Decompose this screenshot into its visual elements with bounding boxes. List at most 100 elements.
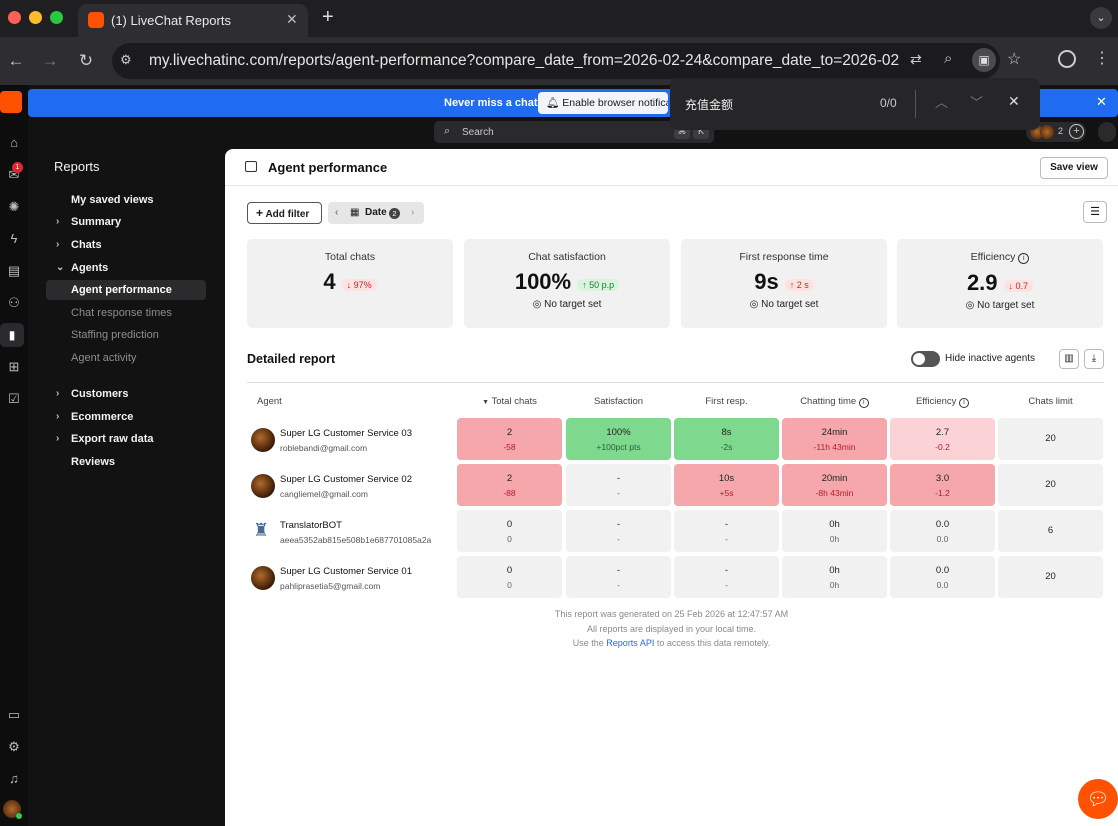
date-filter[interactable]: ‹ ▦ Date 2 › bbox=[328, 202, 424, 224]
chevron-right-icon: › bbox=[56, 388, 60, 399]
nav-export-raw-data[interactable]: › Export raw data bbox=[46, 429, 206, 449]
close-tab-icon[interactable]: ✕ bbox=[286, 11, 298, 27]
url-text: my.livechatinc.com/reports/agent-perform… bbox=[149, 52, 899, 69]
translate-icon[interactable]: ⇄ bbox=[910, 51, 922, 67]
tab-search-icon[interactable]: ⌄ bbox=[1090, 7, 1112, 29]
column-header-chatting-time[interactable]: Chatting time i bbox=[782, 396, 887, 408]
bookmark-star-icon[interactable]: ☆ bbox=[1007, 51, 1022, 68]
archives-icon[interactable]: ▤ bbox=[7, 263, 21, 278]
nav-reviews[interactable]: Reviews bbox=[46, 452, 206, 472]
info-icon[interactable]: i bbox=[858, 398, 869, 408]
forward-button[interactable]: → bbox=[41, 51, 59, 70]
reports-icon[interactable]: ▮ bbox=[0, 323, 24, 347]
browser-menu-icon[interactable]: ⋮ bbox=[1094, 50, 1110, 67]
column-header-satisfaction[interactable]: Satisfaction bbox=[593, 396, 644, 407]
engage-icon[interactable]: ✺ bbox=[8, 199, 20, 214]
agent-avatar bbox=[251, 428, 275, 452]
hide-inactive-toggle[interactable] bbox=[911, 351, 940, 367]
find-next-icon[interactable]: ﹀ bbox=[970, 95, 984, 110]
close-window-button[interactable] bbox=[8, 11, 21, 24]
banner-close-icon[interactable]: ✕ bbox=[1096, 94, 1107, 109]
nav-label: Export raw data bbox=[71, 433, 154, 445]
metric-delta: 2 s bbox=[796, 279, 809, 290]
chevron-right-icon: › bbox=[56, 216, 60, 227]
metric-target[interactable]: ◎ No target set bbox=[464, 299, 670, 310]
new-tab-button[interactable]: + bbox=[322, 6, 334, 28]
nav-label: Agent performance bbox=[71, 284, 172, 296]
info-icon[interactable]: i bbox=[1018, 253, 1030, 264]
agent-email: pahliprasetia5@gmail.com bbox=[280, 581, 381, 591]
nav-agents[interactable]: ⌄ Agents bbox=[46, 258, 206, 278]
notifications-icon[interactable]: ♫ bbox=[9, 771, 19, 786]
metric-delta: 0.7 bbox=[1015, 280, 1029, 291]
find-in-page-icon[interactable]: ▣ bbox=[972, 48, 996, 72]
reload-button[interactable]: ↻ bbox=[78, 51, 94, 70]
automate-icon[interactable]: ϟ bbox=[10, 231, 18, 246]
nav-label: Summary bbox=[71, 216, 122, 228]
cell-chats-limit: 20 bbox=[998, 464, 1103, 506]
date-prev-icon[interactable]: ‹ bbox=[335, 207, 339, 218]
home-icon[interactable]: ⌂ bbox=[10, 135, 18, 150]
chats-icon[interactable]: ✉ bbox=[8, 167, 20, 182]
download-icon[interactable]: ⤓ bbox=[1084, 349, 1104, 369]
nav-agent-performance[interactable]: Agent performance bbox=[46, 280, 206, 300]
arrow-down-icon: ↓ bbox=[346, 279, 352, 290]
metric-target[interactable]: ◎ No target set bbox=[681, 299, 887, 310]
address-bar[interactable]: ⚙ my.livechatinc.com/reports/agent-perfo… bbox=[112, 43, 1021, 79]
metric-target[interactable]: ◎ No target set bbox=[897, 300, 1103, 311]
agent-email: roblebandi@gmail.com bbox=[280, 443, 368, 453]
find-close-icon[interactable]: ✕ bbox=[1008, 93, 1020, 109]
settings-icon[interactable]: ⚙ bbox=[8, 739, 20, 754]
nav-staffing-prediction[interactable]: Staffing prediction bbox=[46, 325, 206, 345]
nav-chats[interactable]: › Chats bbox=[46, 235, 206, 255]
nav-chat-response-times[interactable]: Chat response times bbox=[46, 303, 206, 323]
zoom-icon[interactable]: ⌕ bbox=[944, 50, 953, 67]
cell-value: - bbox=[724, 519, 729, 530]
date-next-icon[interactable]: › bbox=[411, 207, 415, 218]
column-header-label: Chatting time bbox=[800, 396, 857, 407]
save-view-button[interactable]: Save view bbox=[1040, 157, 1108, 179]
apps-icon[interactable]: ⊞ bbox=[8, 359, 20, 374]
chat-widget-button[interactable]: 💬︎ bbox=[1078, 779, 1118, 819]
site-info-icon[interactable]: ⚙ bbox=[120, 52, 132, 67]
enable-notifications-button[interactable]: 🔔︎ Enable browser notificati bbox=[538, 92, 668, 114]
minimize-window-button[interactable] bbox=[29, 11, 42, 24]
column-header-efficiency[interactable]: Efficiency i bbox=[890, 396, 995, 408]
find-previous-icon[interactable]: ︿ bbox=[935, 95, 949, 110]
livechat-logo-icon[interactable] bbox=[0, 91, 22, 113]
global-search[interactable]: ⌕ Search ⌘ K bbox=[434, 121, 714, 143]
tasks-icon[interactable]: ☑ bbox=[8, 391, 20, 406]
browser-tab[interactable]: (1) LiveChat Reports ✕ bbox=[78, 4, 308, 37]
team-icon[interactable]: ⚇ bbox=[8, 295, 20, 310]
column-header-first-response[interactable]: First resp. bbox=[705, 396, 748, 407]
arrow-down-icon: ↓ bbox=[1008, 280, 1014, 291]
back-button[interactable]: ← bbox=[7, 51, 25, 70]
cell-delta: +100pct pts bbox=[596, 442, 641, 452]
copilot-icon[interactable] bbox=[1098, 122, 1116, 142]
reports-api-link[interactable]: Reports API bbox=[606, 638, 655, 648]
search-placeholder: Search bbox=[462, 127, 494, 138]
nav-my-saved-views[interactable]: My saved views bbox=[46, 190, 206, 210]
nav-customers[interactable]: › Customers bbox=[46, 384, 206, 404]
cell-delta: - bbox=[617, 534, 620, 544]
cell-total-chats: 2 -88 bbox=[457, 464, 562, 506]
profile-icon[interactable] bbox=[1058, 50, 1076, 68]
cell-first-response: 8s -2s bbox=[674, 418, 779, 460]
column-header-chats-limit[interactable]: Chats limit bbox=[1028, 396, 1073, 407]
billing-icon[interactable]: ▭ bbox=[7, 707, 21, 722]
toggle-sidebar-icon[interactable] bbox=[245, 161, 257, 172]
nav-summary[interactable]: › Summary bbox=[46, 212, 206, 232]
add-filter-button[interactable]: + Add filter bbox=[247, 202, 322, 224]
columns-icon[interactable]: ▥ bbox=[1059, 349, 1079, 369]
find-query-input[interactable]: 充值金额 bbox=[685, 98, 734, 112]
filter-settings-icon[interactable]: ☰ bbox=[1083, 201, 1107, 223]
nav-agent-activity[interactable]: Agent activity bbox=[46, 348, 206, 368]
info-icon[interactable]: i bbox=[959, 398, 970, 408]
cell-delta: - bbox=[617, 488, 620, 498]
maximize-window-button[interactable] bbox=[50, 11, 63, 24]
nav-ecommerce[interactable]: › Ecommerce bbox=[46, 407, 206, 427]
enable-notifications-label: Enable browser notificati bbox=[562, 97, 668, 109]
cell-satisfaction: -- bbox=[566, 464, 671, 506]
add-agent-icon[interactable]: + bbox=[1069, 124, 1084, 139]
column-header-total-chats[interactable]: ▼ Total chats bbox=[457, 396, 562, 407]
